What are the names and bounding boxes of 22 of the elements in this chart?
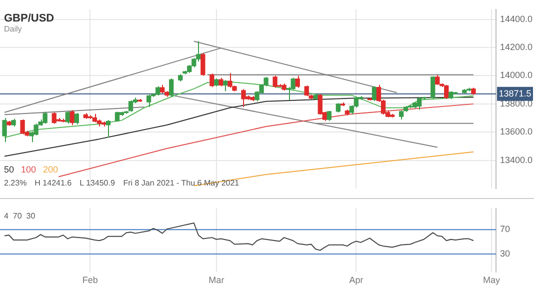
- y-tick-label: 70: [500, 224, 510, 234]
- text: 100: [21, 164, 36, 175]
- x-tick-label: May: [482, 275, 500, 286]
- y-tick-label: 30: [500, 248, 510, 258]
- series-label: 50: [4, 164, 14, 175]
- y-tick-label: 14200.0: [500, 42, 533, 52]
- x-tick-label: Feb: [82, 275, 98, 286]
- text: 200: [43, 164, 58, 175]
- x-tick-label: Apr: [349, 275, 364, 286]
- annotation: 4 70 30: [4, 211, 36, 220]
- annotation: L 13450.9: [80, 178, 116, 188]
- annotation: 2.23%: [4, 178, 27, 188]
- y-tick-label: 13600.0: [500, 126, 533, 137]
- y-tick-label: 14000.0: [500, 70, 533, 80]
- y-tick-label: 14400.0: [500, 14, 533, 24]
- y-tick-label: 13400.0: [500, 154, 533, 165]
- annotation: H 14241.6: [34, 178, 72, 188]
- chart-title: GBP/USD: [4, 12, 54, 24]
- text: Daily: [4, 24, 22, 34]
- x-tick-label: Mar: [208, 275, 224, 286]
- y-tick-label: 13800.0: [500, 98, 533, 108]
- ref-line-label: 13871.5: [498, 88, 532, 98]
